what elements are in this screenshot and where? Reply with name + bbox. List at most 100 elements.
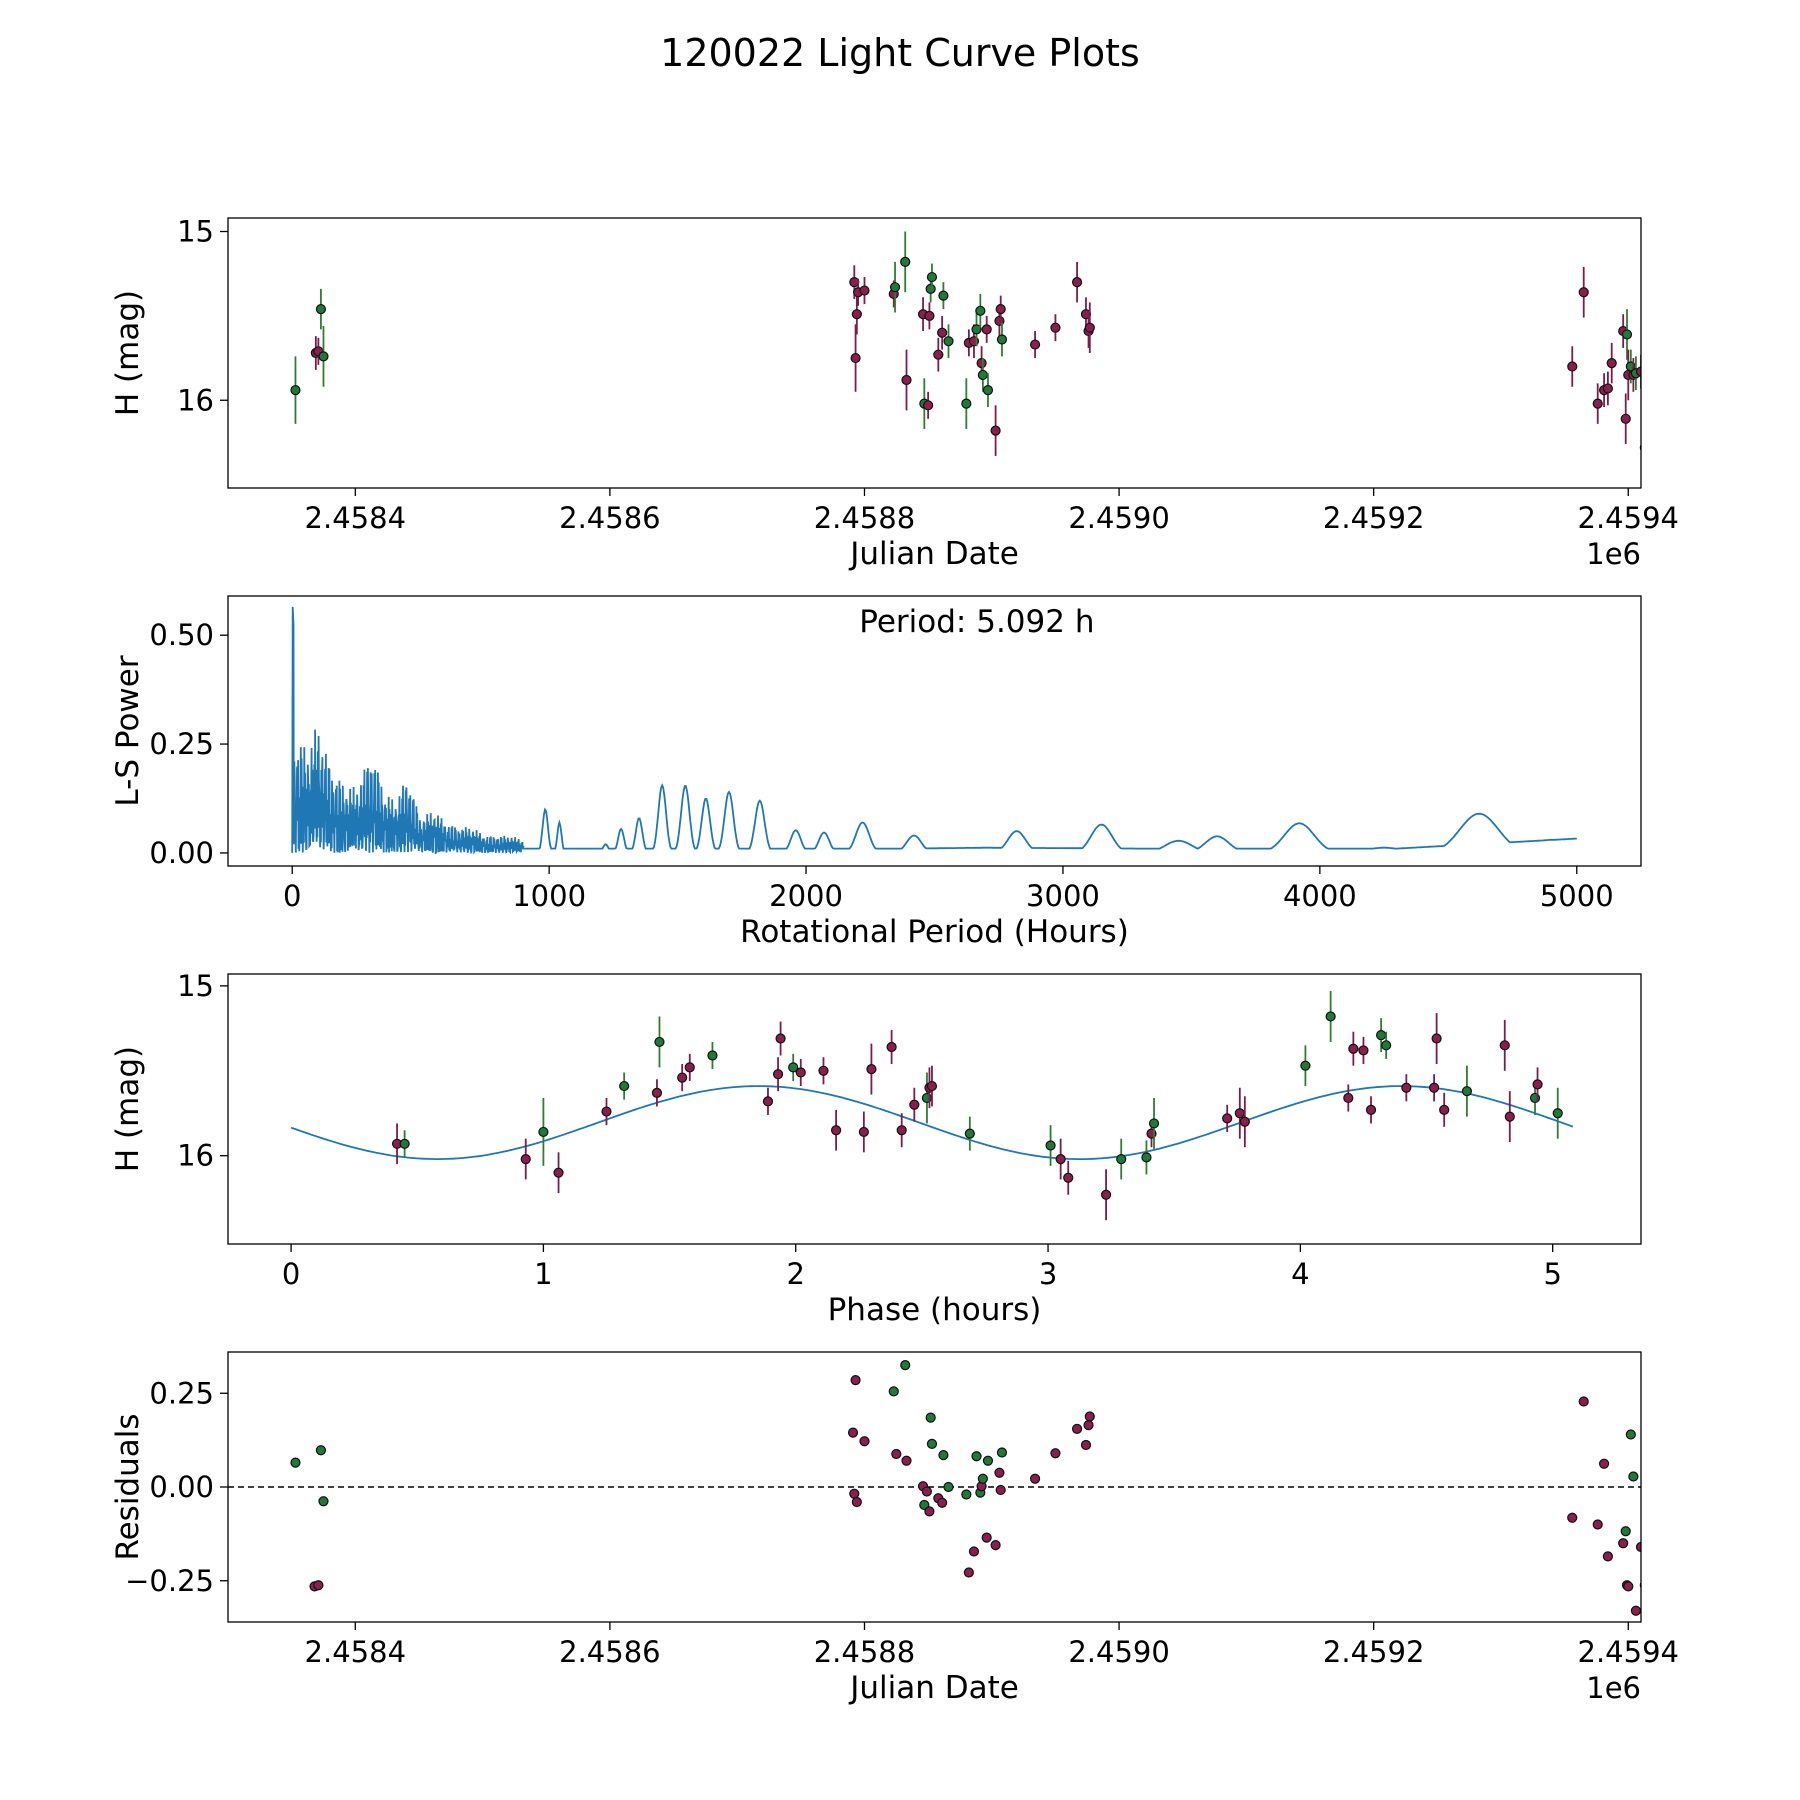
data-point	[900, 1360, 911, 1371]
data-point	[1620, 413, 1631, 424]
data-point	[850, 352, 861, 364]
data-point	[851, 309, 862, 320]
data-point	[933, 349, 944, 360]
y-tick-label: 15	[177, 969, 214, 1003]
panel-periodogram: Period: 5.092 h 0 1000 2000 3000 4000 5000 0.00…	[110, 595, 1642, 950]
data-point	[901, 374, 912, 386]
data-point	[1116, 1153, 1127, 1165]
y-tick-label: 0.50	[149, 618, 214, 652]
data-point	[850, 1375, 861, 1386]
data-point	[1325, 1011, 1336, 1022]
data-point	[891, 1448, 902, 1460]
data-point	[1080, 1439, 1092, 1451]
data-point	[1504, 1111, 1515, 1122]
x-tick-label: 3	[1039, 1257, 1057, 1291]
data-point	[1598, 1458, 1610, 1469]
data-point	[1222, 1113, 1233, 1124]
data-point	[1602, 1551, 1614, 1562]
data-point	[315, 304, 327, 315]
data-point	[1552, 1108, 1563, 1119]
data-point	[1358, 1045, 1369, 1056]
x-tick-label: 1000	[512, 879, 586, 913]
data-point	[1532, 1079, 1543, 1090]
y-tick-label: 16	[177, 1139, 214, 1173]
x-tick-label: 2.4586	[559, 501, 660, 535]
data-point	[1635, 1541, 1641, 1553]
data-point	[707, 1050, 718, 1061]
x-tick-label: 2000	[769, 879, 843, 913]
data-point	[1300, 1060, 1311, 1071]
y-axis-label: Residuals	[110, 1413, 146, 1560]
data-point	[1618, 1538, 1629, 1549]
data-point	[1029, 339, 1041, 350]
data-point	[1234, 1108, 1245, 1119]
data-point	[1071, 1423, 1083, 1434]
data-point	[1348, 1043, 1359, 1054]
data-point	[995, 1484, 1006, 1496]
x-tick-label: 2.4584	[305, 1635, 406, 1669]
data-point	[926, 271, 938, 283]
data-point	[938, 290, 949, 301]
data-point	[886, 1041, 897, 1053]
x-axis-label: Julian Date	[848, 536, 1019, 572]
data-point	[961, 398, 972, 409]
data-point	[1567, 1512, 1578, 1523]
data-point	[1635, 366, 1641, 377]
data-point	[851, 1496, 862, 1508]
data-point	[889, 282, 901, 293]
data-point	[1239, 1116, 1250, 1127]
data-point	[926, 1080, 938, 1092]
x-tick-label: 2.4590	[1068, 1635, 1169, 1669]
data-point	[976, 358, 987, 369]
y-tick-label: −0.25	[125, 1564, 214, 1598]
data-point	[1148, 1118, 1160, 1129]
x-tick-label: 2.4592	[1323, 501, 1424, 535]
y-tick-label: 0.00	[149, 1470, 214, 1504]
axes-frame	[227, 595, 1642, 867]
data-point	[601, 1106, 612, 1117]
data-point	[1578, 1396, 1589, 1407]
data-point	[888, 1386, 899, 1397]
x-tick-label: 2.4594	[1578, 501, 1679, 535]
data-point	[921, 1486, 932, 1497]
data-point	[1621, 329, 1633, 340]
y-tick-label: 15	[177, 215, 214, 249]
data-point	[1029, 1473, 1041, 1484]
y-tick-label: 0.00	[149, 836, 214, 870]
data-point	[1499, 1040, 1510, 1051]
data-point	[859, 1436, 870, 1447]
data-point	[772, 1069, 784, 1080]
data-point	[981, 324, 992, 335]
data-point	[619, 1080, 630, 1092]
data-point	[858, 1126, 869, 1138]
data-point	[775, 1033, 786, 1044]
data-point	[1055, 1153, 1066, 1165]
data-point	[938, 1450, 949, 1461]
sinusoid-fit-line	[290, 1085, 1574, 1161]
panel-lightcurve: 2.4584 2.4586 2.4588 2.4590 2.4592 2.4594 15 16…	[110, 215, 1679, 573]
y-axis-label: L-S Power	[110, 655, 146, 806]
data-point	[1083, 1420, 1094, 1431]
data-point	[925, 1412, 936, 1423]
data-point	[896, 1125, 907, 1136]
data-point	[1592, 398, 1603, 409]
data-point	[1630, 1605, 1641, 1616]
data-point	[1050, 322, 1061, 333]
data-point	[1578, 287, 1589, 298]
data-point	[909, 1099, 920, 1110]
data-point	[677, 1072, 688, 1083]
plot-area	[291, 606, 1577, 855]
data-point	[900, 256, 911, 267]
data-point	[1439, 1104, 1450, 1115]
data-point	[1401, 1082, 1412, 1093]
data-point	[1100, 1189, 1112, 1200]
data-point	[1343, 1092, 1354, 1104]
data-point	[943, 1481, 954, 1493]
data-point	[830, 1125, 842, 1136]
data-point	[847, 1427, 859, 1438]
data-point	[651, 1087, 663, 1098]
x-tick-label: 2.4590	[1068, 501, 1169, 535]
data-point	[654, 1036, 665, 1048]
data-point	[1141, 1152, 1152, 1163]
data-point	[1625, 1429, 1636, 1440]
